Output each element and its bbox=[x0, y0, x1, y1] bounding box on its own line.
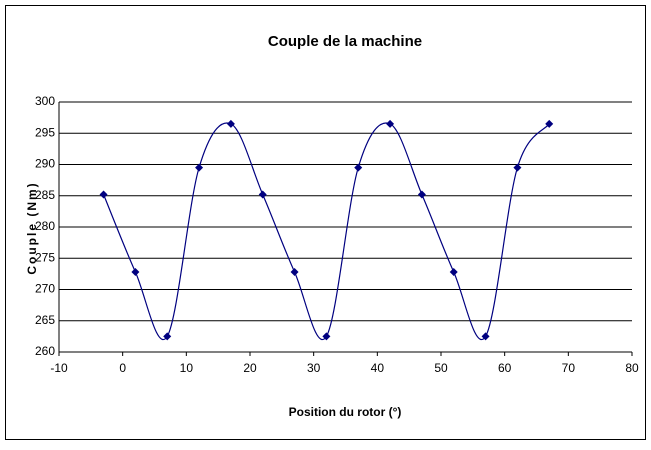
data-point bbox=[163, 332, 172, 341]
x-tick-label: 40 bbox=[371, 361, 385, 375]
data-point bbox=[131, 268, 140, 276]
x-tick-label: 20 bbox=[243, 361, 257, 375]
x-tick-label: 70 bbox=[562, 361, 576, 375]
x-tick-label: 0 bbox=[119, 361, 126, 375]
data-point bbox=[226, 119, 235, 128]
y-tick-label: 265 bbox=[35, 313, 55, 327]
data-point bbox=[99, 190, 108, 199]
y-tick-label: 290 bbox=[35, 157, 55, 171]
y-tick-label: 280 bbox=[35, 219, 55, 233]
y-tick-label: 260 bbox=[35, 344, 55, 358]
data-point bbox=[322, 332, 331, 341]
y-axis-label: Couple (Nm) bbox=[25, 181, 39, 274]
chart-title: Couple de la machine bbox=[268, 33, 422, 50]
data-point bbox=[195, 163, 204, 172]
x-tick-label: -10 bbox=[50, 361, 68, 375]
data-point bbox=[354, 163, 363, 172]
x-tick-label: 80 bbox=[625, 361, 639, 375]
y-tick-label: 285 bbox=[35, 188, 55, 202]
x-tick-label: 60 bbox=[498, 361, 512, 375]
y-tick-label: 275 bbox=[35, 250, 55, 264]
data-point bbox=[290, 268, 299, 276]
data-point bbox=[513, 163, 522, 172]
x-axis-label: Position du rotor (°) bbox=[289, 405, 402, 419]
y-tick-label: 270 bbox=[35, 282, 55, 296]
data-point bbox=[417, 190, 426, 199]
x-tick-label: 50 bbox=[434, 361, 448, 375]
data-point bbox=[449, 268, 458, 276]
x-tick-label: 10 bbox=[180, 361, 194, 375]
data-point bbox=[386, 119, 395, 128]
x-tick-label: 30 bbox=[307, 361, 321, 375]
data-point bbox=[258, 190, 267, 199]
y-tick-label: 295 bbox=[35, 125, 55, 139]
data-point bbox=[481, 332, 490, 341]
data-point bbox=[545, 119, 554, 128]
chart-border bbox=[5, 5, 646, 440]
y-tick-label: 300 bbox=[35, 94, 55, 108]
